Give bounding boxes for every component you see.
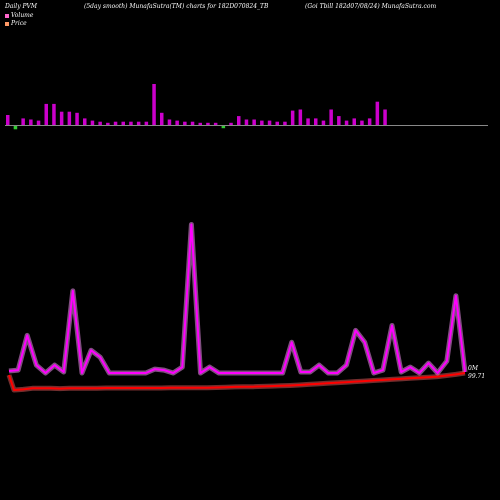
volume-bar <box>121 121 125 125</box>
legend-price: Price <box>5 20 27 27</box>
volume-bar <box>375 101 380 125</box>
volume-bar <box>183 121 187 125</box>
legend-volume-swatch <box>5 13 9 18</box>
volume-line <box>8 223 466 374</box>
volume-bar <box>275 121 279 125</box>
volume-bar <box>221 126 226 129</box>
volume-bar <box>229 122 233 125</box>
volume-bar <box>90 120 95 125</box>
legend-price-swatch <box>5 21 9 26</box>
volume-bar <box>106 122 110 125</box>
volume-bar <box>136 121 141 125</box>
volume-bar <box>190 121 195 125</box>
volume-bar <box>329 109 333 125</box>
chart-source: (Goi Tbill 182d07/08/24) MunafaSutra.com <box>305 3 437 10</box>
volume-bar <box>75 112 79 125</box>
volume-bar <box>129 121 133 125</box>
volume-bar <box>344 120 349 125</box>
volume-bar <box>113 121 118 125</box>
volume-bar <box>244 119 249 125</box>
volume-bar <box>352 118 356 125</box>
volume-bar <box>21 118 25 125</box>
volume-bar <box>152 84 156 125</box>
volume-bar <box>59 111 64 125</box>
volume-bar <box>252 119 256 125</box>
volume-bar <box>13 126 18 130</box>
price-line <box>8 372 466 391</box>
volume-bar <box>29 119 33 125</box>
volume-bar <box>98 121 102 125</box>
chart-title: (5day smooth) MunafaSutra(TM) charts for… <box>84 3 269 10</box>
volume-bar <box>360 120 364 125</box>
volume-bars <box>6 84 387 130</box>
volume-bar <box>321 120 326 125</box>
legend-volume-label: Volume <box>11 12 34 19</box>
volume-bar <box>267 120 272 125</box>
volume-bar <box>337 116 341 125</box>
volume-bar <box>198 122 202 125</box>
volume-bar <box>36 120 41 125</box>
volume-bar <box>67 111 72 125</box>
volume-bar <box>306 118 310 125</box>
volume-bar <box>6 115 10 125</box>
legend-volume: Volume <box>5 12 33 19</box>
volume-bar <box>260 120 264 125</box>
volume-bar <box>383 109 387 125</box>
volume-bar <box>44 103 48 125</box>
volume-bar <box>237 116 241 125</box>
legend-price-label: Price <box>11 20 27 27</box>
volume-bar <box>83 118 87 125</box>
volume-bar <box>160 112 164 125</box>
volume-bar <box>367 118 372 125</box>
chart-type-label: Daily PVM <box>5 3 38 10</box>
volume-bar <box>213 122 218 125</box>
volume-bar <box>298 109 303 125</box>
volume-bar <box>206 122 210 125</box>
volume-bar <box>144 121 149 125</box>
volume-value-tag: 0M <box>468 365 479 372</box>
price-value-tag: 99.71 <box>468 373 485 380</box>
volume-bar <box>52 103 56 125</box>
volume-bar <box>167 119 172 125</box>
volume-bar <box>314 118 318 125</box>
volume-bar <box>290 110 295 125</box>
volume-bar <box>283 121 287 125</box>
volume-bar <box>175 120 179 125</box>
